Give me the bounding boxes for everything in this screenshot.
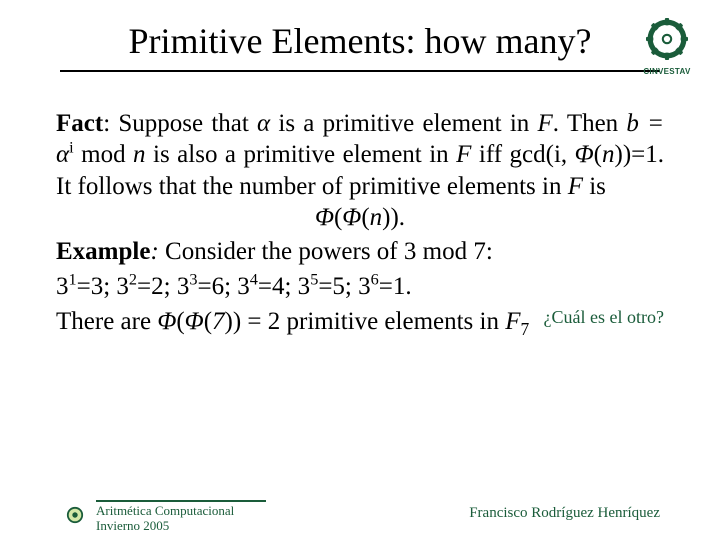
fact-label: Fact bbox=[56, 110, 103, 137]
example-colon: : bbox=[150, 238, 158, 265]
formula-n: n bbox=[370, 204, 383, 231]
fact-n1: n bbox=[133, 141, 146, 168]
example-open1: ( bbox=[176, 308, 184, 335]
fact-t6: iff gcd(i, bbox=[471, 141, 574, 168]
side-question: ¿Cuál es el otro? bbox=[544, 307, 664, 328]
fact-n2: n bbox=[602, 141, 615, 168]
formula-open2: ( bbox=[361, 204, 369, 231]
example-phi2: Φ bbox=[185, 308, 204, 335]
formula-phi-outer: Φ bbox=[315, 204, 334, 231]
footer-left-line2: Invierno 2005 bbox=[96, 518, 169, 533]
institution-logo: CINVESTAV bbox=[638, 18, 696, 76]
fact-t4: mod bbox=[74, 141, 133, 168]
footer-left-line1: Aritmética Computacional bbox=[96, 503, 234, 518]
logo-label: CINVESTAV bbox=[638, 67, 696, 76]
slide-footer: Aritmética Computacional Invierno 2005 F… bbox=[0, 496, 720, 540]
footer-right: Francisco Rodríguez Henríquez bbox=[469, 505, 660, 522]
example-phi1: Φ bbox=[157, 308, 176, 335]
formula-close: )). bbox=[382, 204, 405, 231]
example-sub7: 7 bbox=[521, 319, 530, 339]
example-close: )) = 2 primitive elements in bbox=[225, 308, 506, 335]
example-seven: 7 bbox=[212, 308, 225, 335]
fact-t9: is bbox=[583, 173, 606, 200]
example-label: Example bbox=[56, 238, 150, 265]
fact-alpha1: α bbox=[257, 110, 270, 137]
example-p1: Consider the powers of 3 mod 7: bbox=[159, 238, 493, 265]
slide: CINVESTAV Primitive Elements: how many? … bbox=[0, 0, 720, 540]
fact-F1: F bbox=[538, 110, 553, 137]
gear-icon bbox=[646, 18, 688, 60]
fact-Phi1: Φ bbox=[575, 141, 594, 168]
fact-t3: . Then bbox=[553, 110, 627, 137]
fact-t7: ( bbox=[594, 141, 602, 168]
bullet-icon bbox=[66, 506, 84, 524]
example-p2a: There are bbox=[56, 308, 157, 335]
fact-paragraph: Fact: Suppose that α is a primitive elem… bbox=[56, 108, 664, 202]
fact-F3: F bbox=[568, 173, 583, 200]
example-powers: 31=3; 32=2; 33=6; 34=4; 35=5; 36=1. bbox=[56, 271, 664, 302]
fact-alpha2: α bbox=[56, 141, 69, 168]
fact-b: b = bbox=[626, 110, 664, 137]
fact-t1: : Suppose that bbox=[103, 110, 257, 137]
example-F: F bbox=[505, 308, 520, 335]
example-line1: Example: Consider the powers of 3 mod 7: bbox=[56, 236, 664, 267]
fact-F2: F bbox=[456, 141, 471, 168]
slide-title: Primitive Elements: how many? bbox=[60, 0, 660, 72]
formula-phi-inner: Φ bbox=[342, 204, 361, 231]
fact-t2: is a primitive element in bbox=[270, 110, 537, 137]
fact-t5: is also a primitive element in bbox=[146, 141, 457, 168]
example-open2: ( bbox=[204, 308, 212, 335]
formula: Φ(Φ(n)). bbox=[0, 204, 720, 232]
footer-left: Aritmética Computacional Invierno 2005 bbox=[96, 500, 266, 534]
